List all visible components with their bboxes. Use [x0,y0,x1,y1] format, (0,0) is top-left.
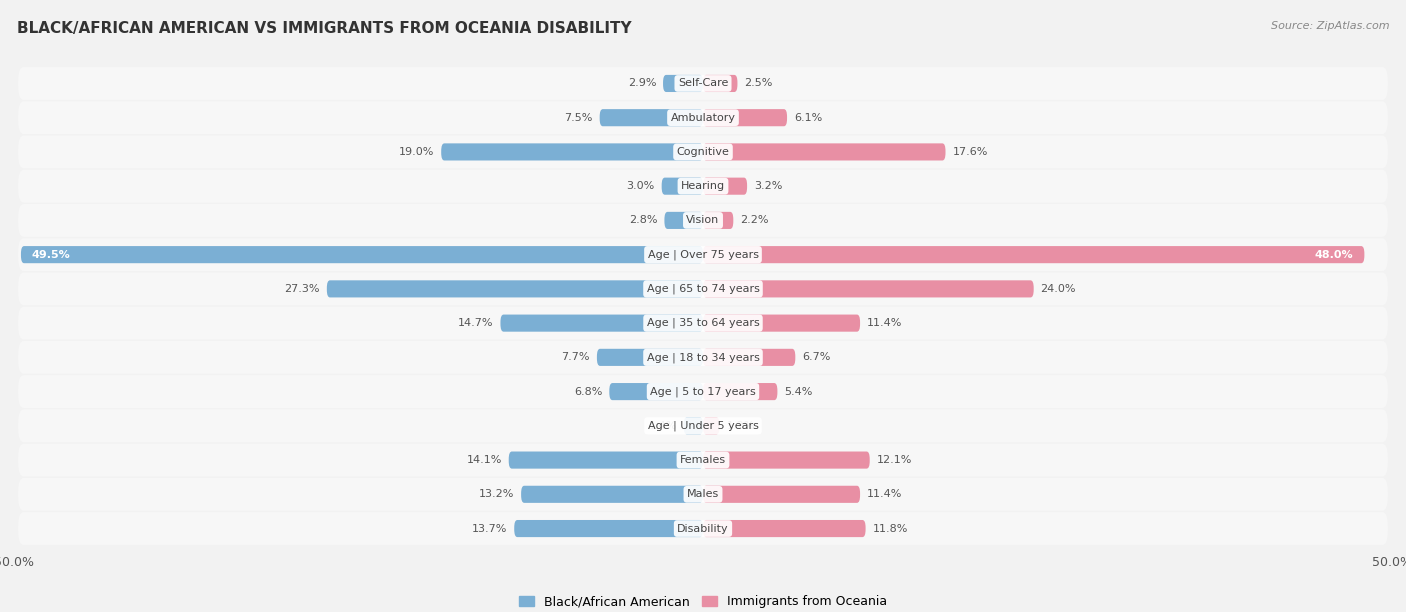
Text: 1.4%: 1.4% [648,421,676,431]
Text: Age | 18 to 34 years: Age | 18 to 34 years [647,352,759,362]
Text: 14.1%: 14.1% [467,455,502,465]
Legend: Black/African American, Immigrants from Oceania: Black/African American, Immigrants from … [513,590,893,612]
Text: 24.0%: 24.0% [1040,284,1076,294]
Text: 48.0%: 48.0% [1315,250,1354,259]
FancyBboxPatch shape [703,349,796,366]
FancyBboxPatch shape [703,383,778,400]
Text: Hearing: Hearing [681,181,725,191]
FancyBboxPatch shape [703,143,945,160]
Text: 19.0%: 19.0% [399,147,434,157]
FancyBboxPatch shape [18,341,1388,374]
Text: 2.2%: 2.2% [740,215,769,225]
FancyBboxPatch shape [18,135,1388,168]
Text: 2.5%: 2.5% [744,78,773,89]
Text: Vision: Vision [686,215,720,225]
Text: 14.7%: 14.7% [458,318,494,328]
Text: 13.7%: 13.7% [472,523,508,534]
Text: 49.5%: 49.5% [32,250,70,259]
FancyBboxPatch shape [18,204,1388,237]
Text: 6.7%: 6.7% [803,353,831,362]
Text: Age | 5 to 17 years: Age | 5 to 17 years [650,386,756,397]
FancyBboxPatch shape [703,280,1033,297]
Text: Ambulatory: Ambulatory [671,113,735,122]
Text: 6.8%: 6.8% [574,387,602,397]
Text: Self-Care: Self-Care [678,78,728,89]
FancyBboxPatch shape [703,486,860,503]
Text: 17.6%: 17.6% [952,147,988,157]
FancyBboxPatch shape [18,67,1388,100]
FancyBboxPatch shape [18,375,1388,408]
Text: Cognitive: Cognitive [676,147,730,157]
FancyBboxPatch shape [18,512,1388,545]
FancyBboxPatch shape [18,272,1388,305]
FancyBboxPatch shape [703,452,870,469]
FancyBboxPatch shape [683,417,703,435]
FancyBboxPatch shape [703,417,720,435]
FancyBboxPatch shape [18,238,1388,271]
FancyBboxPatch shape [703,177,747,195]
Text: 13.2%: 13.2% [479,490,515,499]
Text: 2.8%: 2.8% [628,215,658,225]
FancyBboxPatch shape [18,444,1388,477]
Text: 27.3%: 27.3% [284,284,321,294]
Text: Age | 65 to 74 years: Age | 65 to 74 years [647,283,759,294]
FancyBboxPatch shape [703,246,1364,263]
FancyBboxPatch shape [609,383,703,400]
FancyBboxPatch shape [509,452,703,469]
Text: Females: Females [681,455,725,465]
Text: 12.1%: 12.1% [876,455,912,465]
Text: 5.4%: 5.4% [785,387,813,397]
FancyBboxPatch shape [441,143,703,160]
Text: BLACK/AFRICAN AMERICAN VS IMMIGRANTS FROM OCEANIA DISABILITY: BLACK/AFRICAN AMERICAN VS IMMIGRANTS FRO… [17,21,631,37]
Text: 3.0%: 3.0% [627,181,655,191]
FancyBboxPatch shape [599,109,703,126]
Text: Disability: Disability [678,523,728,534]
FancyBboxPatch shape [501,315,703,332]
FancyBboxPatch shape [703,75,738,92]
Text: Age | Over 75 years: Age | Over 75 years [648,250,758,260]
Text: Age | Under 5 years: Age | Under 5 years [648,420,758,431]
FancyBboxPatch shape [21,246,703,263]
FancyBboxPatch shape [18,307,1388,340]
FancyBboxPatch shape [522,486,703,503]
FancyBboxPatch shape [662,177,703,195]
FancyBboxPatch shape [598,349,703,366]
Text: 3.2%: 3.2% [754,181,782,191]
FancyBboxPatch shape [703,520,866,537]
FancyBboxPatch shape [326,280,703,297]
Text: 7.7%: 7.7% [561,353,591,362]
FancyBboxPatch shape [703,109,787,126]
FancyBboxPatch shape [18,478,1388,511]
Text: 1.2%: 1.2% [727,421,755,431]
FancyBboxPatch shape [18,170,1388,203]
FancyBboxPatch shape [665,212,703,229]
Text: 11.8%: 11.8% [873,523,908,534]
FancyBboxPatch shape [18,409,1388,442]
Text: Males: Males [688,490,718,499]
FancyBboxPatch shape [703,315,860,332]
Text: 6.1%: 6.1% [794,113,823,122]
FancyBboxPatch shape [18,101,1388,134]
FancyBboxPatch shape [664,75,703,92]
Text: 11.4%: 11.4% [868,318,903,328]
Text: Source: ZipAtlas.com: Source: ZipAtlas.com [1271,21,1389,31]
Text: 11.4%: 11.4% [868,490,903,499]
FancyBboxPatch shape [703,212,734,229]
Text: Age | 35 to 64 years: Age | 35 to 64 years [647,318,759,329]
FancyBboxPatch shape [515,520,703,537]
Text: 2.9%: 2.9% [627,78,657,89]
Text: 7.5%: 7.5% [564,113,593,122]
